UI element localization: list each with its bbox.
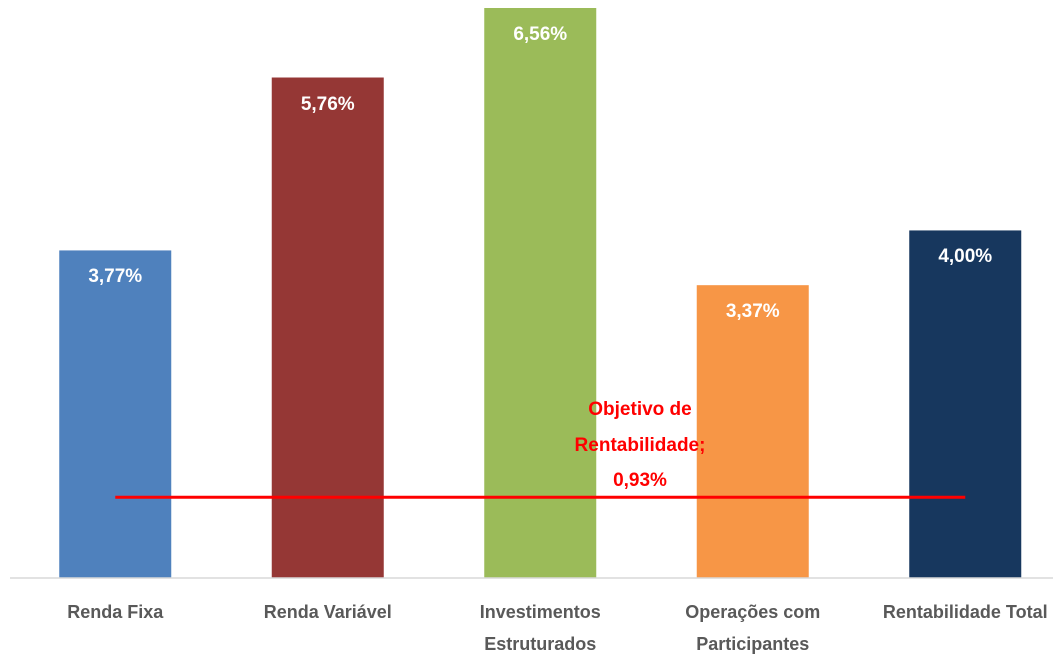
bar bbox=[59, 250, 172, 579]
x-tick-label: Renda Variável bbox=[263, 602, 392, 622]
value-label: 3,37% bbox=[725, 301, 780, 323]
value-label: 3,77% bbox=[88, 266, 143, 288]
value-label: 5,76% bbox=[300, 93, 355, 115]
bar bbox=[909, 230, 1022, 578]
bar bbox=[271, 77, 384, 578]
annotation: Objetivo de Rentabilidade; bbox=[574, 399, 706, 457]
x-tick-label: Rentabilidade Total bbox=[882, 602, 1048, 622]
bar bbox=[696, 285, 809, 578]
x-tick-label: Operações com Participantes bbox=[685, 602, 821, 654]
x-tick-label: Renda Fixa bbox=[67, 602, 164, 622]
value-label: 4,00% bbox=[938, 246, 993, 268]
x-tick-label: Investimentos Estruturados bbox=[479, 602, 601, 654]
bar bbox=[484, 8, 597, 578]
annotation-value: 0,93% bbox=[613, 470, 667, 492]
value-label: 6,56% bbox=[513, 24, 568, 45]
